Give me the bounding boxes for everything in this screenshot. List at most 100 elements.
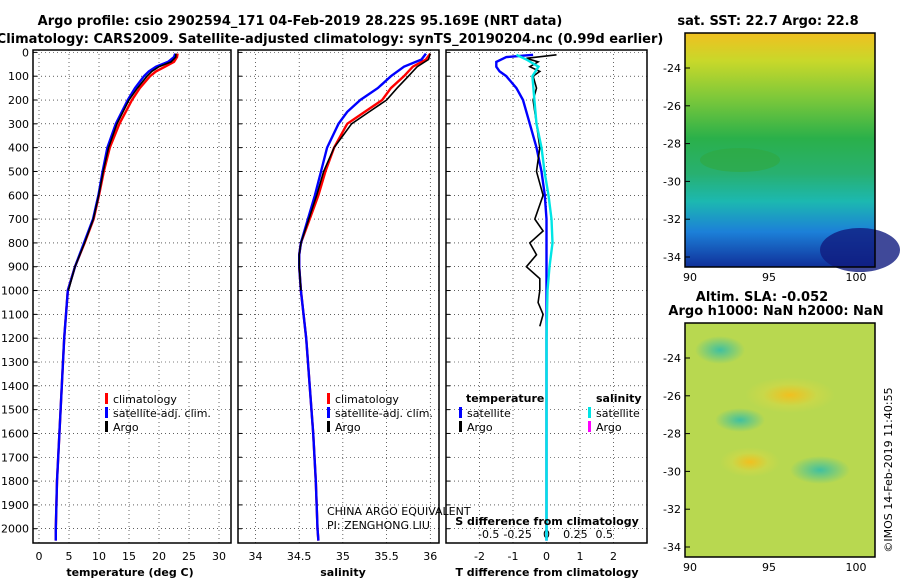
temperature-axis-label: temperature (deg C) <box>66 566 193 579</box>
x-tick-label: 15 <box>122 550 136 563</box>
t-difference-axis-label: T difference from climatology <box>455 566 638 579</box>
x-tick-labels: 0 5 10 15 20 25 30 34 34.5 35 35.5 36 -2 -1 0 1 2 -0.5 -0.… <box>36 528 618 563</box>
legend-swatch-satellite <box>105 407 108 418</box>
legend-label-t-satellite: satellite <box>467 407 511 420</box>
series-line-climatology <box>298 52 432 541</box>
sla-low-patch <box>715 408 765 432</box>
s-difference-tick-label: -0.5 <box>478 528 499 541</box>
legend-label-satellite: satellite-adj. clim. <box>113 407 211 420</box>
series-line-argo <box>298 53 432 291</box>
x-tick-label: 35 <box>336 550 350 563</box>
x-tick-label: 30 <box>212 550 226 563</box>
depth-tick-label: 400 <box>8 142 29 155</box>
depth-tick-label: 0 <box>22 46 29 59</box>
temperature-legend: climatology satellite-adj. clim. Argo <box>105 393 211 434</box>
s-difference-tick-label: 0.5 <box>596 528 614 541</box>
x-tick-label: 5 <box>66 550 73 563</box>
annotation-line-1: CHINA ARGO EQUIVALENT <box>327 505 471 518</box>
map-lat-tick-label: -28 <box>663 428 681 441</box>
legend-swatch-s-argo <box>588 421 591 432</box>
series-line-salinity-satellite <box>515 53 554 541</box>
map-lon-tick-label: 90 <box>683 271 697 284</box>
map-lon-tick-label: 95 <box>762 561 776 574</box>
depth-tick-label: 1500 <box>1 404 29 417</box>
depth-tick-label: 1600 <box>1 427 29 440</box>
depth-tick-label: 200 <box>8 94 29 107</box>
x-tick-label: 0 <box>543 550 550 563</box>
map-lon-tick-label: 90 <box>683 561 697 574</box>
x-tick-label: -1 <box>508 550 519 563</box>
sla-map-title-2: Argo h1000: NaN h2000: NaN <box>668 304 883 319</box>
depth-tick-label: 300 <box>8 118 29 131</box>
annotation-line-2: PI: ZENGHONG LIU <box>327 519 430 532</box>
legend-swatch-climatology <box>105 393 108 404</box>
depth-tick-label: 1800 <box>1 475 29 488</box>
difference-legend: temperature salinity satellite Argo sate… <box>459 392 642 434</box>
x-tick-label: 35.5 <box>374 550 399 563</box>
map-lat-tick-label: -34 <box>663 541 681 554</box>
x-tick-label: 34 <box>248 550 262 563</box>
depth-tick-label: 1000 <box>1 285 29 298</box>
depth-tick-label: 1700 <box>1 451 29 464</box>
x-tick-label: 2 <box>610 550 617 563</box>
s-difference-axis-label: S difference from climatology <box>455 515 639 528</box>
x-tick-label: -2 <box>474 550 485 563</box>
series-line-argo <box>67 53 177 291</box>
map-lat-tick-label: -26 <box>663 100 681 113</box>
s-difference-tick-label: 0.25 <box>563 528 588 541</box>
grid-lines <box>33 50 647 543</box>
s-difference-tick-label: -0.25 <box>503 528 531 541</box>
map-lat-tick-label: -28 <box>663 138 681 151</box>
legend-heading-temperature: temperature <box>466 392 544 405</box>
title-line-2: Climatology: CARS2009. Satellite-adjuste… <box>0 32 663 47</box>
x-tick-label: 36 <box>423 550 437 563</box>
sla-low-patch <box>790 456 850 484</box>
imos-credit: ©IMOS 14-Feb-2019 11:40:55 <box>882 387 895 552</box>
x-tick-label: 1 <box>577 550 584 563</box>
legend-label-climatology: climatology <box>113 393 177 406</box>
map-lat-tick-label: -34 <box>663 251 681 264</box>
sla-map-title-1: Altim. SLA: -0.052 <box>696 290 828 305</box>
legend-swatch-climatology <box>327 393 330 404</box>
series-line-temperature-satellite <box>495 53 548 541</box>
legend-label-t-argo: Argo <box>467 421 493 434</box>
map-lon-tick-label: 100 <box>846 271 867 284</box>
salinity-legend: climatology satellite-adj. clim. Argo <box>327 393 433 434</box>
legend-swatch-satellite <box>327 407 330 418</box>
x-tick-label: 20 <box>152 550 166 563</box>
depth-tick-label: 2000 <box>1 523 29 536</box>
depth-tick-label: 100 <box>8 70 29 83</box>
sst-cold-patch <box>820 228 900 272</box>
depth-tick-label: 500 <box>8 165 29 178</box>
depth-tick-label: 1400 <box>1 380 29 393</box>
sla-high-patch <box>745 377 835 413</box>
map-lat-tick-label: -30 <box>663 465 681 478</box>
salinity-axis-label: salinity <box>320 566 366 579</box>
sst-mid-patch <box>700 148 780 172</box>
legend-swatch-argo <box>327 421 330 432</box>
sla-low-patch <box>695 336 745 364</box>
depth-tick-label: 1300 <box>1 356 29 369</box>
legend-swatch-t-argo <box>459 421 462 432</box>
depth-tick-label: 1200 <box>1 332 29 345</box>
x-tick-label: 0 <box>36 550 43 563</box>
map-lon-tick-label: 100 <box>846 561 867 574</box>
legend-label-argo: Argo <box>113 421 139 434</box>
legend-label-s-argo: Argo <box>596 421 622 434</box>
legend-heading-salinity: salinity <box>596 392 642 405</box>
salinity-panel <box>237 49 440 544</box>
series-line-temperature-argo <box>525 54 557 327</box>
legend-label-satellite: satellite-adj. clim. <box>335 407 433 420</box>
depth-tick-label: 900 <box>8 261 29 274</box>
map-lat-tick-label: -32 <box>663 503 681 516</box>
map-lon-tick-label: 95 <box>762 271 776 284</box>
series-line-satellite-adj-clim- <box>298 52 427 541</box>
x-tick-label: 10 <box>92 550 106 563</box>
sst-map <box>684 32 900 272</box>
legend-swatch-s-satellite <box>588 407 591 418</box>
map-lat-tick-label: -26 <box>663 390 681 403</box>
title-line-1: Argo profile: csio 2902594_171 04-Feb-20… <box>38 14 563 29</box>
